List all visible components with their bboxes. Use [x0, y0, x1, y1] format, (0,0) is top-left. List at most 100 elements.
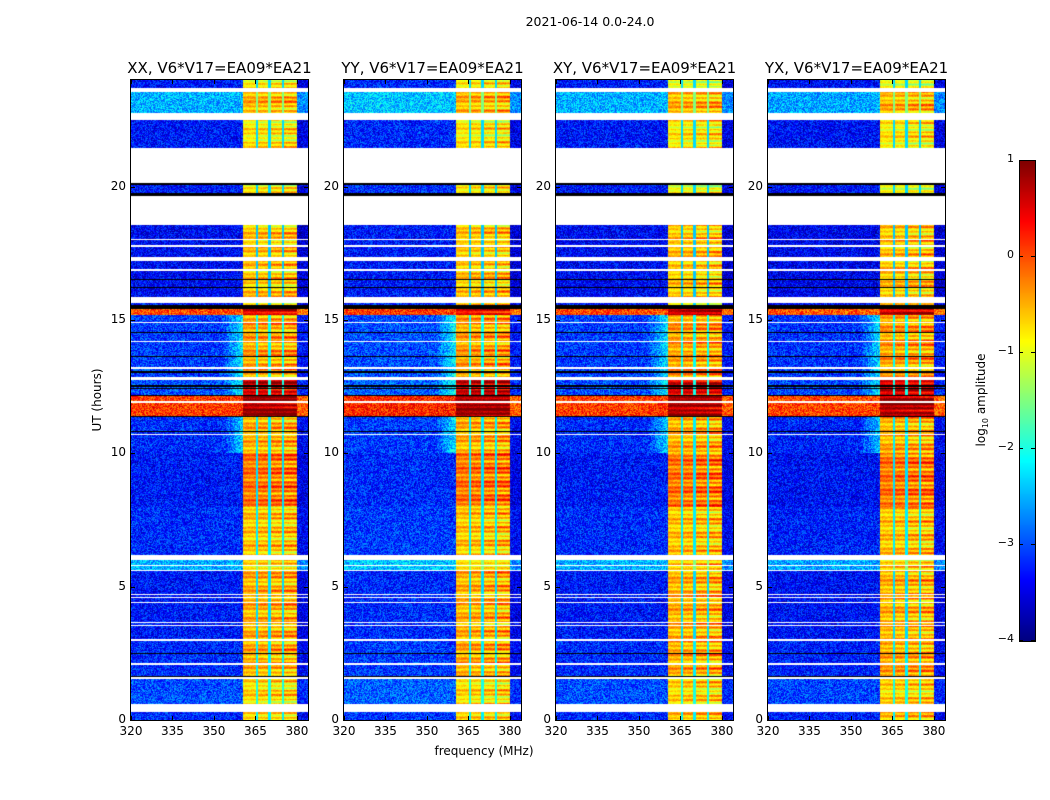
y-tick-mark [729, 320, 733, 321]
spectrogram-panel [767, 79, 946, 721]
colorbar-tick-mark [1019, 352, 1023, 353]
figure-title: 2021-06-14 0.0-24.0 [525, 14, 655, 29]
y-tick-label: 20 [323, 178, 339, 193]
x-tick-mark [933, 80, 935, 84]
x-tick-mark [721, 80, 723, 84]
y-tick-label: 20 [747, 178, 763, 193]
y-tick-label: 15 [747, 312, 763, 326]
y-tick-label: 0 [331, 712, 339, 726]
panel-title: YX, V6*V17=EA09*EA21 [764, 59, 949, 77]
x-tick-mark [556, 716, 557, 720]
colorbar-tick-mark [1031, 352, 1035, 353]
y-axis-label: UT (hours) [90, 368, 104, 432]
panel-title: XX, V6*V17=EA09*EA21 [127, 59, 312, 77]
colorbar-tick-mark [1019, 160, 1023, 161]
x-tick-mark [933, 716, 935, 720]
spectrogram-image [131, 80, 308, 720]
y-tick-label: 0 [543, 712, 551, 726]
y-tick-label: 5 [331, 578, 339, 593]
y-tick-label: 15 [110, 312, 126, 326]
x-tick-mark [213, 80, 215, 84]
y-tick-mark [768, 320, 772, 321]
y-tick-label: 5 [543, 578, 551, 593]
y-tick-mark [729, 186, 733, 188]
y-tick-mark [304, 586, 308, 588]
y-tick-mark [941, 586, 945, 588]
x-tick-mark [892, 80, 894, 84]
colorbar-tick-label: 0 [1007, 248, 1014, 261]
y-tick-mark [344, 720, 348, 721]
y-tick-mark [517, 720, 521, 721]
colorbar-label: log10 amplitude [974, 354, 990, 447]
spectrogram-panel [555, 79, 734, 721]
y-tick-mark [941, 720, 945, 721]
spectrogram-panel [130, 79, 309, 721]
colorbar-tick-mark [1031, 544, 1035, 545]
x-tick-label: 350 [627, 724, 651, 738]
panel-title: XY, V6*V17=EA09*EA21 [552, 59, 737, 77]
colorbar-label-base: 10 [981, 417, 991, 429]
y-tick-mark [556, 186, 560, 188]
y-tick-mark [517, 586, 521, 588]
y-tick-mark [768, 720, 772, 721]
colorbar-tick-mark [1019, 640, 1023, 641]
x-tick-label: 380 [285, 724, 309, 738]
x-tick-mark [172, 716, 174, 720]
x-tick-mark [131, 716, 132, 720]
x-tick-label: 350 [839, 724, 863, 738]
x-tick-mark [638, 716, 640, 720]
x-tick-label: 335 [586, 724, 609, 738]
spectrogram-panel [343, 79, 522, 721]
y-tick-mark [344, 186, 348, 188]
x-tick-label: 365 [244, 724, 267, 738]
y-tick-label: 0 [755, 712, 763, 726]
y-tick-label: 10 [747, 445, 763, 460]
y-tick-mark [131, 453, 135, 455]
x-tick-mark [509, 716, 511, 720]
x-tick-mark [850, 80, 852, 84]
x-tick-label: 380 [922, 724, 946, 738]
x-tick-label: 365 [669, 724, 692, 738]
y-tick-label: 0 [118, 712, 126, 726]
y-tick-label: 5 [755, 578, 763, 593]
x-tick-mark [850, 716, 852, 720]
y-tick-mark [729, 586, 733, 588]
y-tick-mark [729, 453, 733, 455]
spectrogram-image [344, 80, 521, 720]
x-tick-label: 380 [710, 724, 734, 738]
colorbar-tick-mark [1019, 256, 1023, 257]
x-tick-mark [385, 80, 387, 84]
x-tick-mark [468, 716, 470, 720]
y-tick-label: 5 [118, 578, 126, 593]
y-tick-mark [131, 320, 135, 321]
x-tick-mark [680, 716, 682, 720]
x-tick-mark [385, 716, 387, 720]
colorbar-tick-mark [1019, 544, 1023, 545]
x-tick-mark [597, 716, 599, 720]
x-tick-label: 335 [161, 724, 184, 738]
y-tick-label: 15 [323, 312, 339, 326]
x-tick-label: 320 [756, 724, 780, 738]
x-tick-mark [768, 716, 769, 720]
colorbar-tick-mark [1031, 640, 1035, 641]
y-tick-mark [768, 453, 772, 455]
y-tick-label: 10 [323, 445, 339, 460]
y-tick-mark [556, 720, 560, 721]
y-tick-mark [304, 453, 308, 455]
colorbar-label-log: log [973, 428, 988, 447]
x-tick-mark [255, 716, 257, 720]
y-tick-mark [556, 453, 560, 455]
x-tick-mark [597, 80, 599, 84]
x-tick-mark [556, 80, 557, 84]
colorbar-tick-mark [1019, 448, 1023, 449]
x-axis-label: frequency (MHz) [434, 744, 534, 758]
x-tick-label: 320 [332, 724, 356, 738]
x-tick-label: 335 [798, 724, 821, 738]
spectrogram-image [556, 80, 733, 720]
y-tick-label: 10 [110, 445, 126, 460]
y-tick-mark [941, 320, 945, 321]
x-tick-label: 380 [498, 724, 522, 738]
y-tick-mark [517, 453, 521, 455]
colorbar-tick-label: −1 [997, 344, 1014, 357]
